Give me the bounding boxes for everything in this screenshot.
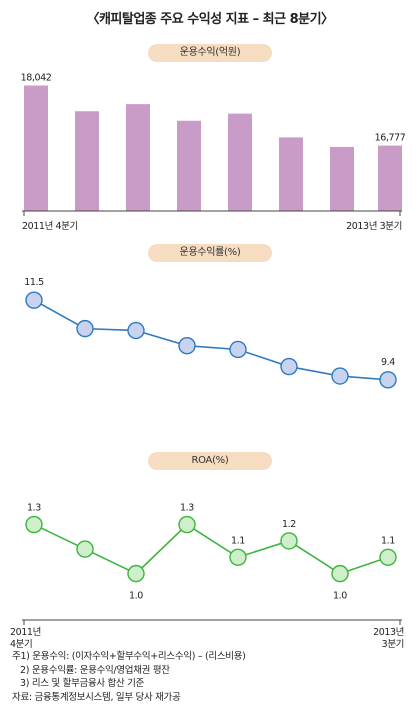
data-point: [379, 371, 397, 389]
x-start-label-quarter: 4분기: [10, 639, 32, 650]
bar: [126, 104, 150, 211]
chart-title: 〈캐피탈업종 주요 수익성 지표 – 최근 8분기〉: [86, 12, 334, 27]
data-point: [331, 367, 349, 385]
data-point: [127, 564, 145, 583]
bar-value-label: 16,777: [375, 133, 406, 144]
roa-chart-title: ROA(%): [148, 452, 272, 470]
yield-line-chart: 11.5 9.4: [24, 277, 397, 389]
data-point: [25, 515, 43, 534]
bar: [228, 113, 252, 211]
bar-chart-title: 운용수익(억원): [148, 44, 272, 62]
bar-value-label: 18,042: [21, 73, 52, 84]
footnote-1: 주1) 운용수익: (이자수익+할부수익+리스수익) – (리스비용): [12, 651, 246, 662]
footnote-3: 3) 리스 및 할부금융사 합산 기준: [20, 678, 145, 689]
bar: [177, 120, 201, 211]
data-point: [280, 357, 298, 376]
footnote-source: 자료: 금융통계정보시스템, 일부 당사 재가공: [12, 691, 181, 703]
data-point: [25, 291, 43, 309]
x-end-label: 2013년 3분기: [346, 221, 402, 232]
data-point: [127, 321, 145, 340]
revenue-bar-chart: 18,042 16,777 2011년 4분기 2013년 3분기: [21, 73, 407, 232]
point-value-label: 1.1: [231, 535, 245, 546]
data-point: [280, 532, 298, 550]
x-end-label-year: 2013년: [373, 627, 404, 638]
point-value-label: 1.0: [333, 591, 347, 602]
bar: [75, 111, 99, 211]
data-point: [76, 319, 94, 338]
point-value-label: 11.5: [24, 277, 44, 288]
data-point: [178, 515, 196, 534]
point-value-label: 1.2: [282, 519, 296, 530]
data-point: [379, 548, 397, 566]
footnotes: 주1) 운용수익: (이자수익+할부수익+리스수익) – (리스비용) 2) 운…: [12, 650, 246, 704]
point-value-label: 1.3: [27, 503, 41, 514]
data-point: [76, 540, 94, 558]
x-start-label: 2011년 4분기: [22, 221, 78, 232]
series-line: [33, 299, 389, 381]
point-value-label: 1.0: [129, 591, 143, 602]
point-value-label: 1.1: [381, 535, 395, 546]
line-chart-title: 운용수익률(%): [148, 244, 272, 262]
data-point: [229, 340, 247, 359]
bar: [24, 85, 48, 211]
point-value-label: 1.3: [180, 503, 194, 514]
bar: [378, 145, 402, 211]
bar: [279, 137, 303, 211]
series-line: [33, 523, 389, 575]
bar: [330, 146, 354, 211]
footnote-2: 2) 운용수익률: 운용수익/영업채권 평잔: [20, 664, 170, 676]
point-value-label: 9.4: [381, 357, 395, 368]
data-point: [178, 336, 196, 355]
data-point: [331, 564, 349, 583]
data-point: [229, 548, 247, 566]
x-start-label-year: 2011년: [10, 627, 41, 638]
x-end-label-quarter: 3분기: [382, 639, 404, 650]
